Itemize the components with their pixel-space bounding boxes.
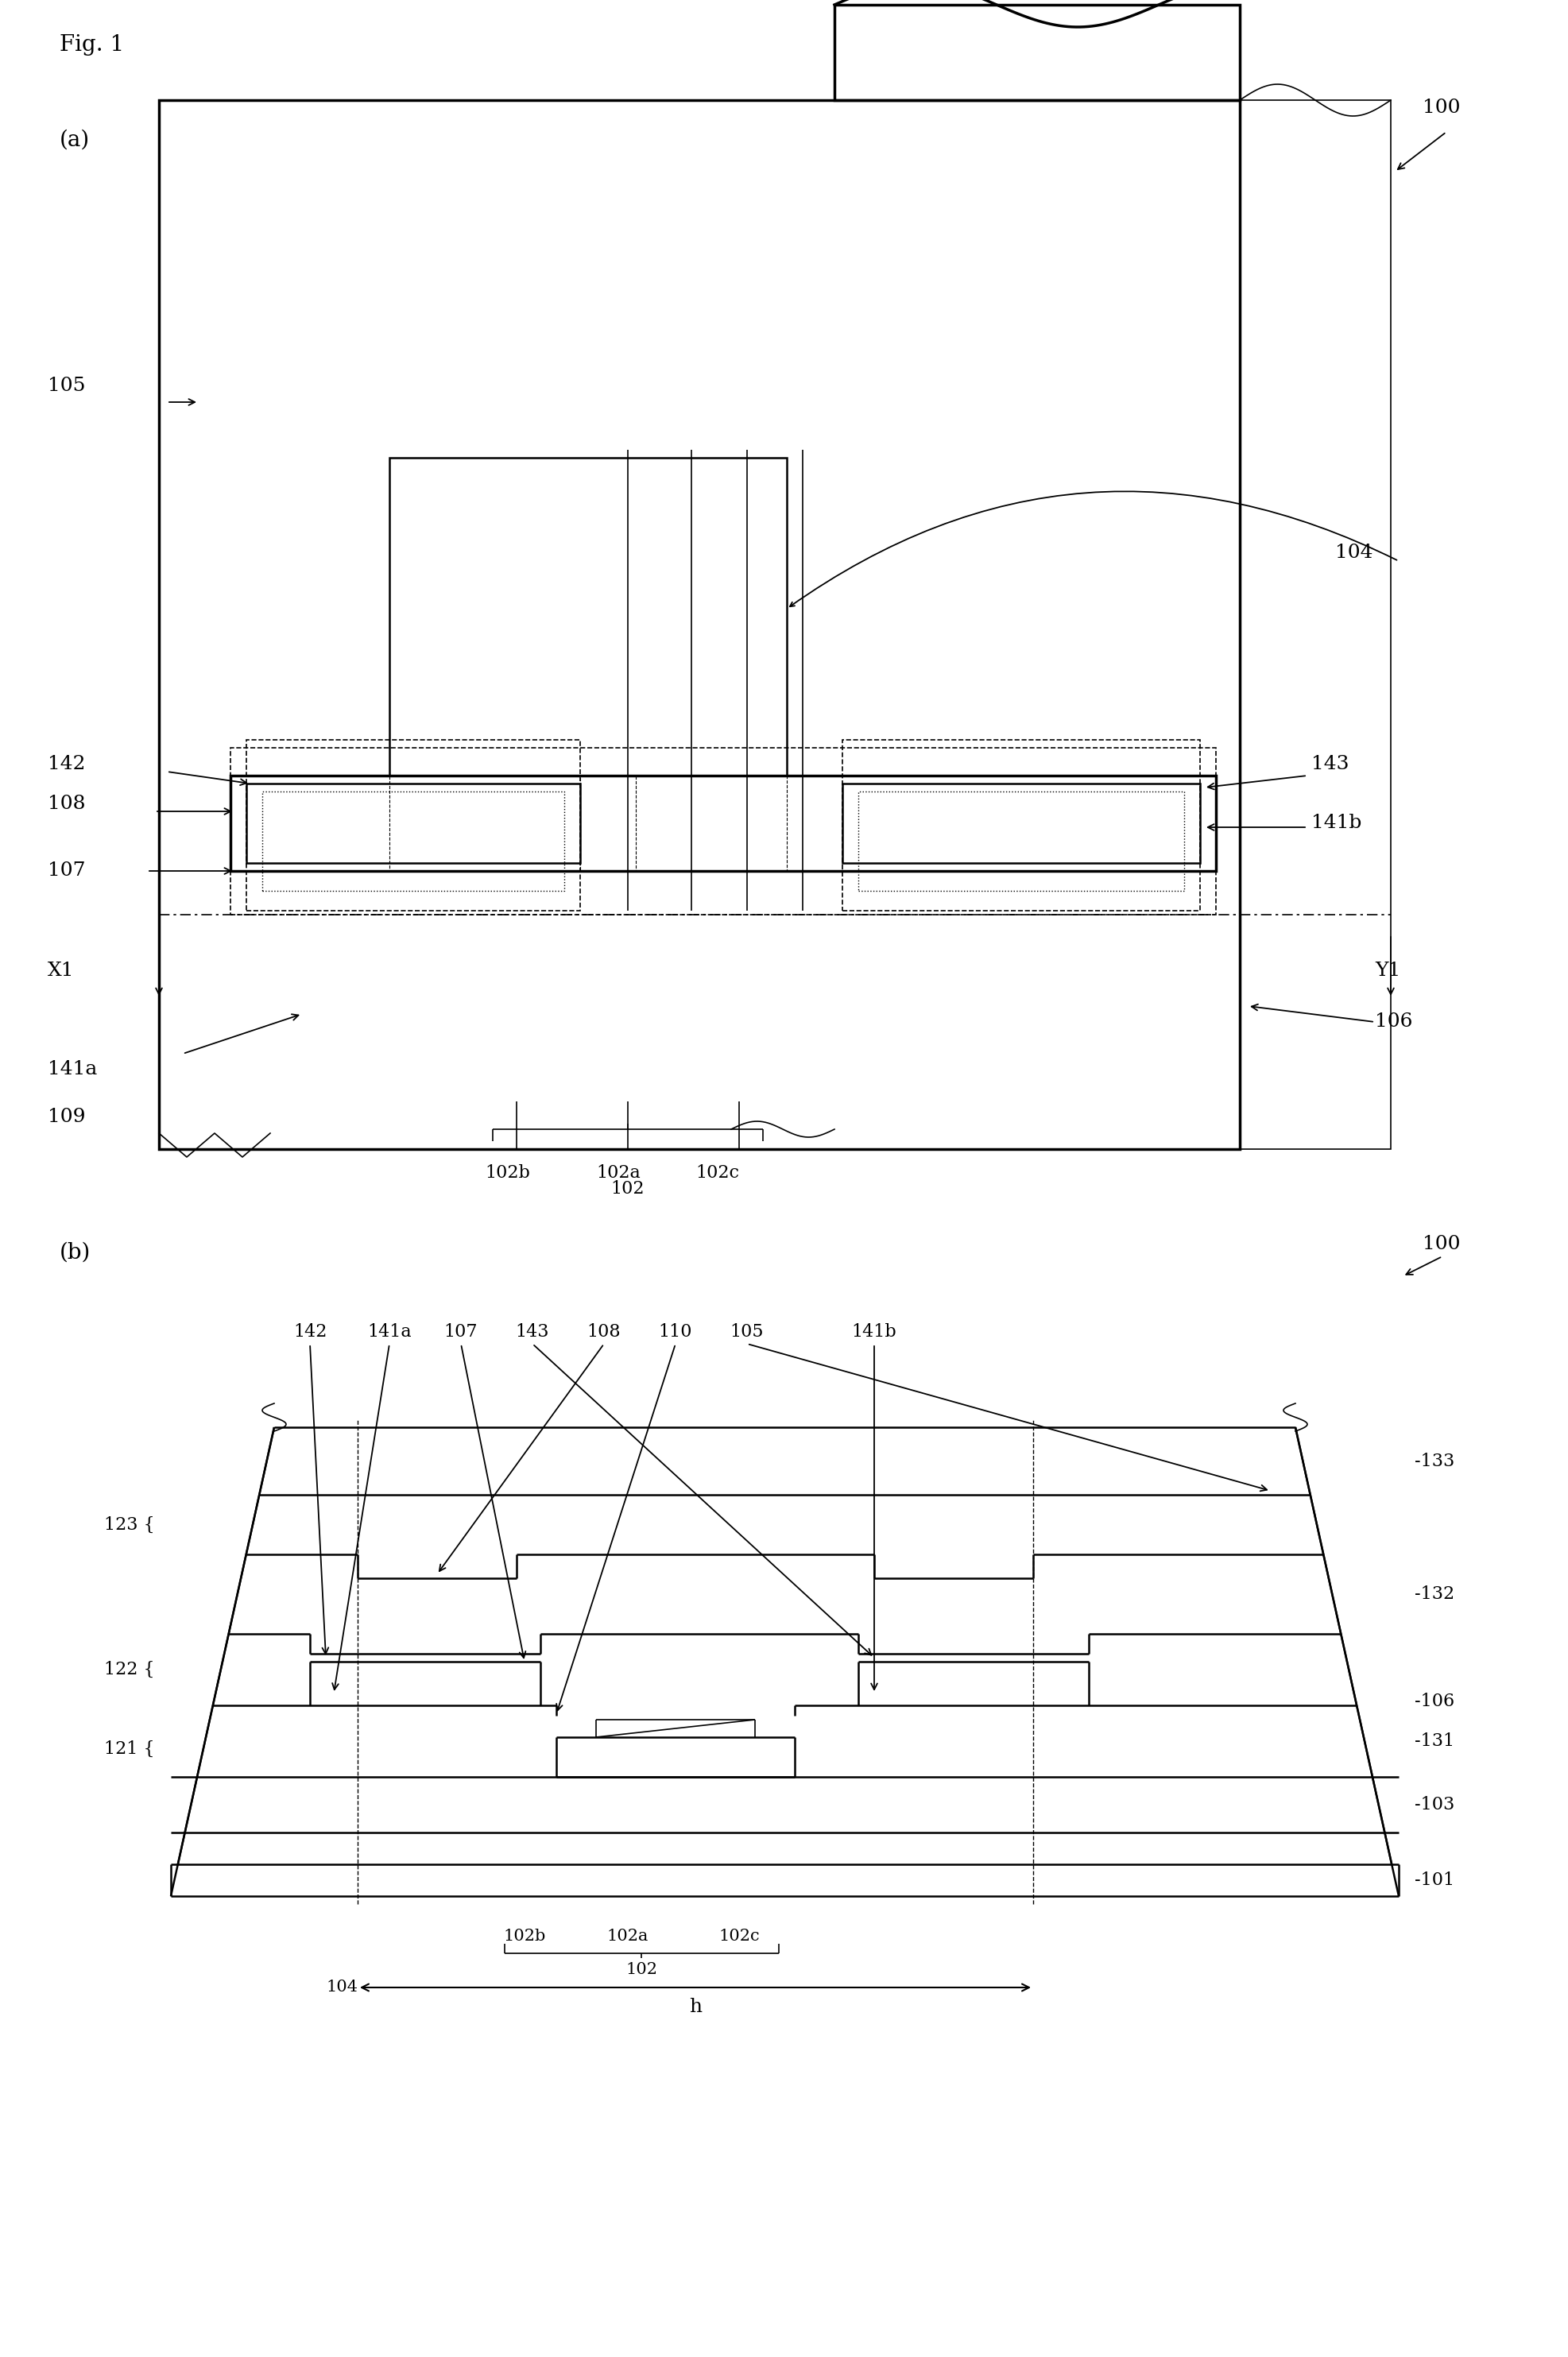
Text: Y1: Y1 xyxy=(1375,962,1400,981)
Text: 141b: 141b xyxy=(851,1322,897,1341)
Bar xyxy=(635,775,787,872)
Bar xyxy=(246,740,580,910)
Text: 104: 104 xyxy=(326,1980,358,1994)
Bar xyxy=(842,740,1200,910)
Text: 100: 100 xyxy=(1422,1235,1460,1254)
Text: 141a: 141a xyxy=(367,1322,411,1341)
Text: (b): (b) xyxy=(60,1242,91,1263)
Bar xyxy=(246,783,580,863)
Text: 107: 107 xyxy=(47,863,85,879)
Text: 105: 105 xyxy=(731,1322,764,1341)
Text: -106: -106 xyxy=(1414,1692,1455,1711)
Bar xyxy=(158,99,1240,1150)
Text: h: h xyxy=(688,1999,702,2018)
Text: 100: 100 xyxy=(1422,99,1460,118)
Text: 102: 102 xyxy=(612,1181,644,1197)
Text: 142: 142 xyxy=(47,754,85,773)
Bar xyxy=(842,783,1200,863)
Bar xyxy=(1240,99,1391,1150)
Text: 142: 142 xyxy=(293,1322,326,1341)
Text: 107: 107 xyxy=(444,1322,478,1341)
Text: -132: -132 xyxy=(1414,1586,1455,1603)
Text: 106: 106 xyxy=(1375,1014,1413,1030)
Text: 143: 143 xyxy=(516,1322,549,1341)
Text: 141b: 141b xyxy=(1311,813,1361,832)
Text: 122 {: 122 { xyxy=(105,1662,155,1678)
Text: 105: 105 xyxy=(47,377,85,396)
Bar xyxy=(389,457,787,775)
Bar xyxy=(230,747,1215,915)
Text: 102c: 102c xyxy=(695,1164,739,1181)
Text: 141a: 141a xyxy=(47,1061,97,1080)
Text: -131: -131 xyxy=(1414,1732,1455,1749)
Bar xyxy=(834,5,1240,99)
Bar xyxy=(858,792,1184,891)
Text: (a): (a) xyxy=(60,130,89,151)
Text: 102: 102 xyxy=(626,1961,657,1978)
Text: 102c: 102c xyxy=(718,1928,759,1945)
Bar xyxy=(389,775,580,872)
Text: 104: 104 xyxy=(1334,544,1374,563)
Text: 102b: 102b xyxy=(503,1928,546,1945)
Text: -133: -133 xyxy=(1414,1452,1455,1471)
Text: X1: X1 xyxy=(47,962,74,981)
Text: 123 {: 123 { xyxy=(105,1516,155,1534)
Text: -103: -103 xyxy=(1414,1796,1455,1813)
Text: 109: 109 xyxy=(47,1108,85,1127)
Text: 102a: 102a xyxy=(607,1928,649,1945)
Text: 121 {: 121 { xyxy=(105,1739,155,1758)
Text: 110: 110 xyxy=(659,1322,693,1341)
Bar xyxy=(230,775,1215,872)
Text: Fig. 1: Fig. 1 xyxy=(60,33,124,54)
Text: 102a: 102a xyxy=(596,1164,640,1181)
Text: 108: 108 xyxy=(586,1322,621,1341)
Text: 108: 108 xyxy=(47,794,85,813)
Text: 102b: 102b xyxy=(485,1164,530,1181)
Text: -101: -101 xyxy=(1414,1871,1455,1888)
Bar xyxy=(262,792,564,891)
Text: 143: 143 xyxy=(1311,754,1348,773)
